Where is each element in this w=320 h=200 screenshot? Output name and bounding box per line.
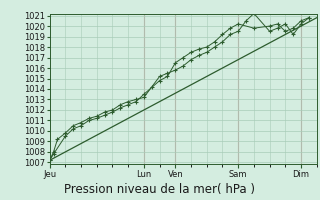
Text: Pression niveau de la mer( hPa ): Pression niveau de la mer( hPa ): [65, 183, 255, 196]
